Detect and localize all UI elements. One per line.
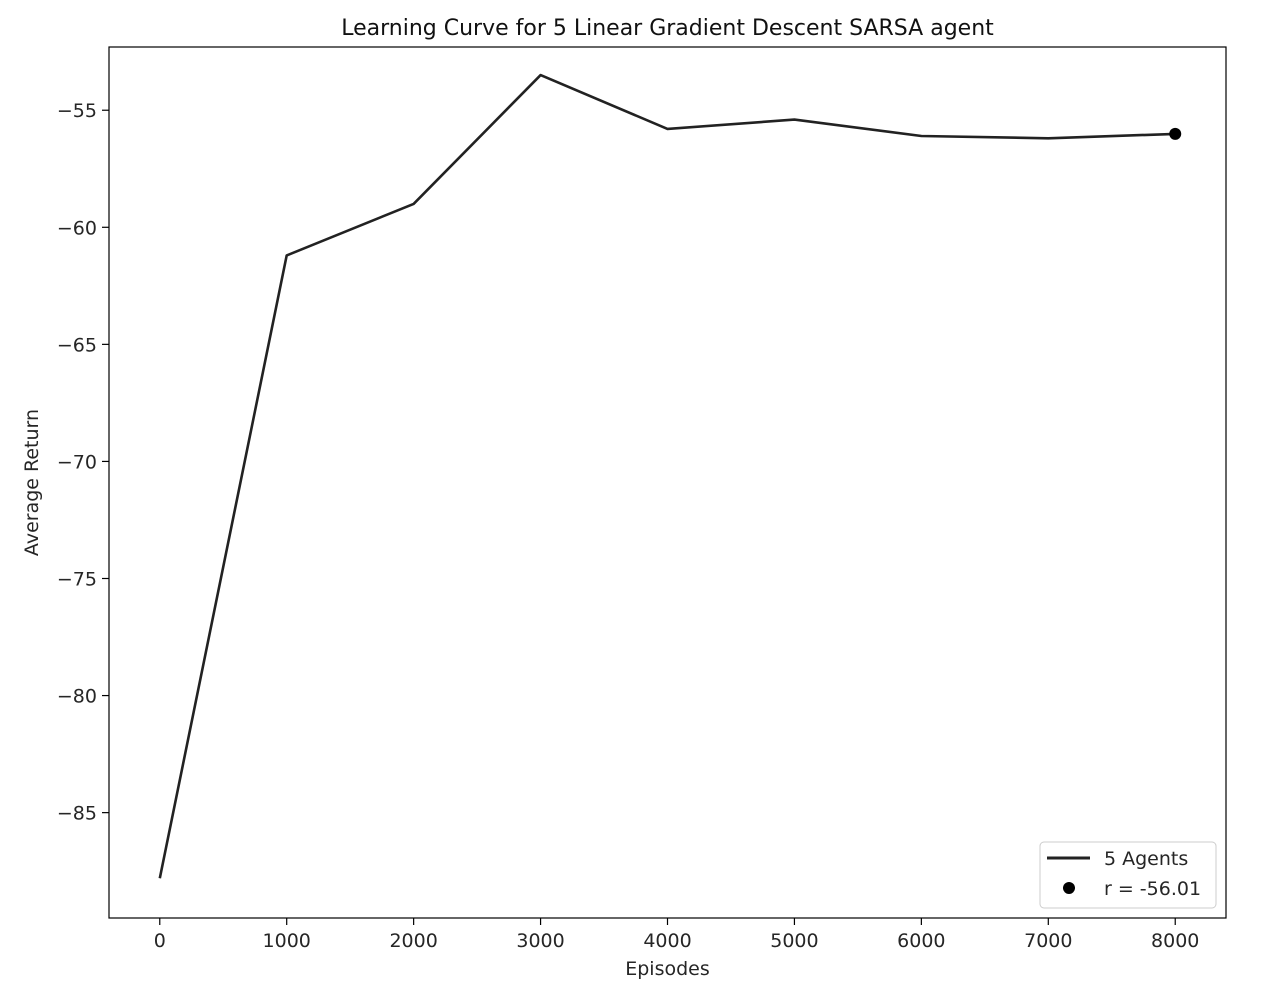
y-tick-label: −75 [57, 568, 97, 590]
legend-marker-swatch [1063, 882, 1075, 894]
chart-title: Learning Curve for 5 Linear Gradient Des… [341, 16, 994, 41]
y-tick-label: −65 [57, 334, 97, 356]
legend-entry-marker: r = -56.01 [1104, 878, 1201, 900]
x-tick-label: 3000 [516, 930, 564, 952]
y-tick-label: −80 [57, 686, 97, 708]
x-tick-label: 5000 [770, 930, 818, 952]
marker-point [1169, 127, 1182, 140]
x-tick-label: 0 [154, 930, 166, 952]
series-line [158, 73, 1176, 879]
x-axis: 0 1000 2000 3000 4000 5000 6000 7000 8000 [154, 918, 1199, 952]
legend: 5 Agents r = -56.01 [1039, 841, 1217, 909]
y-tick-label: −70 [57, 451, 97, 473]
x-tick-label: 1000 [263, 930, 311, 952]
y-axis-label: Average Return [21, 409, 43, 556]
plot-area [108, 46, 1227, 919]
x-tick-label: 7000 [1024, 930, 1072, 952]
y-tick-label: −60 [57, 217, 97, 239]
x-tick-label: 4000 [643, 930, 691, 952]
x-tick-label: 8000 [1151, 930, 1199, 952]
x-tick-label: 6000 [897, 930, 945, 952]
x-axis-label: Episodes [625, 958, 710, 980]
plot-frame [108, 46, 1227, 919]
legend-entry-series: 5 Agents [1104, 848, 1188, 870]
y-tick-label: −85 [57, 803, 97, 825]
x-tick-label: 2000 [389, 930, 437, 952]
y-axis: −55 −60 −65 −70 −75 −80 −85 [57, 100, 109, 825]
y-tick-label: −55 [57, 100, 97, 122]
